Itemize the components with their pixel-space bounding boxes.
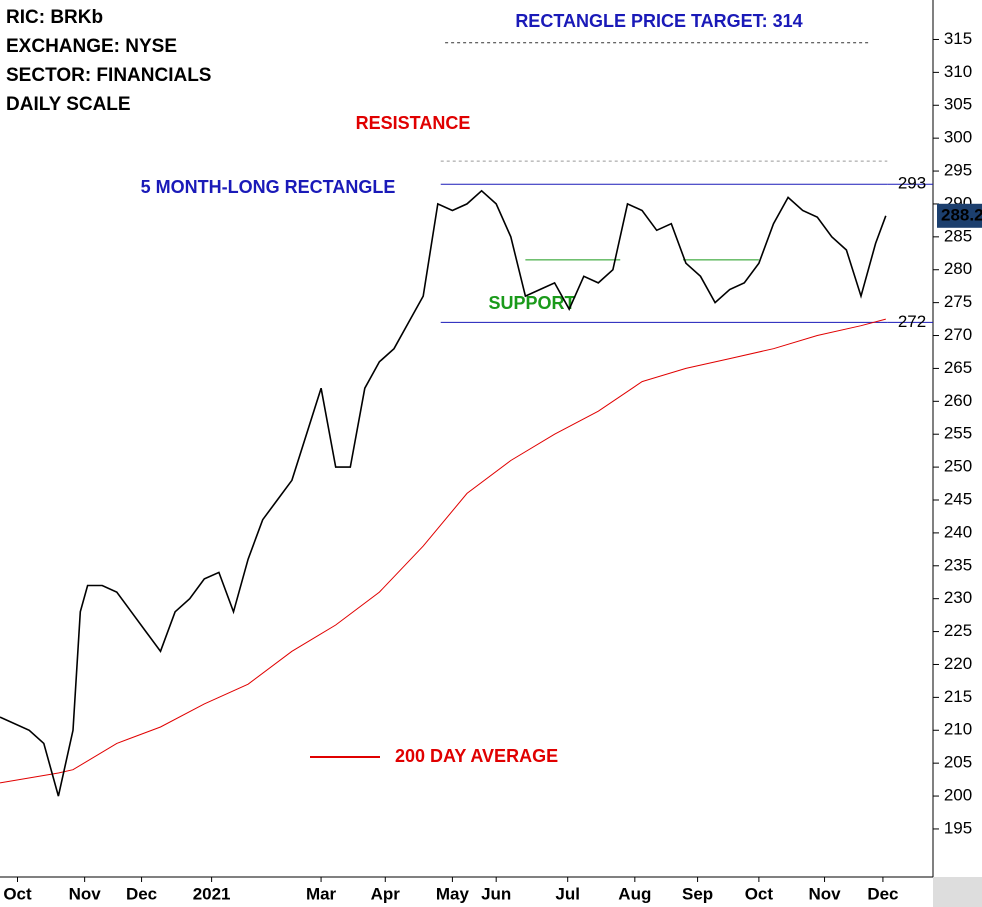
y-tick-label: 205 xyxy=(944,753,972,772)
y-tick-label: 270 xyxy=(944,325,972,344)
y-tick-label: 275 xyxy=(944,292,972,311)
y-tick-label: 220 xyxy=(944,654,972,673)
y-tick-label: 295 xyxy=(944,161,972,180)
y-tick-label: 210 xyxy=(944,720,972,739)
x-tick-label: Sep xyxy=(682,884,713,903)
y-tick-label: 230 xyxy=(944,588,972,607)
x-tick-label: Jul xyxy=(555,884,580,903)
level-label: 293 xyxy=(898,174,926,193)
y-tick-label: 260 xyxy=(944,391,972,410)
y-tick-label: 240 xyxy=(944,522,972,541)
corner xyxy=(933,877,982,907)
x-tick-label: Oct xyxy=(3,884,32,903)
x-tick-label: Aug xyxy=(618,884,651,903)
x-tick-label: Jun xyxy=(481,884,511,903)
header-line: DAILY SCALE xyxy=(6,94,131,115)
y-tick-label: 310 xyxy=(944,62,972,81)
last-price-badge xyxy=(937,203,982,228)
level-label: 272 xyxy=(898,312,926,331)
y-tick-label: 265 xyxy=(944,358,972,377)
y-tick-label: 245 xyxy=(944,489,972,508)
x-tick-label: Dec xyxy=(126,884,157,903)
x-tick-label: Nov xyxy=(69,884,102,903)
annotation: SUPPORT xyxy=(488,293,575,313)
x-tick-label: Dec xyxy=(867,884,898,903)
x-tick-label: Nov xyxy=(808,884,841,903)
y-tick-label: 300 xyxy=(944,128,972,147)
header-line: RIC: BRKb xyxy=(6,7,103,28)
y-tick-label: 315 xyxy=(944,29,972,48)
header-line: EXCHANGE: NYSE xyxy=(6,36,177,57)
moving-average xyxy=(0,318,886,784)
header-line: SECTOR: FINANCIALS xyxy=(6,65,211,86)
legend-label: 200 DAY AVERAGE xyxy=(395,746,558,766)
annotation: 5 MONTH-LONG RECTANGLE xyxy=(141,177,396,197)
annotation: RESISTANCE xyxy=(356,113,471,133)
y-tick-label: 285 xyxy=(944,226,972,245)
y-tick-label: 225 xyxy=(944,621,972,640)
x-tick-label: Oct xyxy=(745,884,774,903)
last-price-label: 288.2 xyxy=(941,205,982,224)
price-line xyxy=(0,189,887,797)
y-tick-label: 305 xyxy=(944,95,972,114)
x-tick-label: May xyxy=(436,884,470,903)
y-tick-label: 250 xyxy=(944,457,972,476)
x-tick-label: Mar xyxy=(306,884,337,903)
x-tick-label: Apr xyxy=(371,884,401,903)
annotation: RECTANGLE PRICE TARGET: 314 xyxy=(515,11,802,31)
y-tick-label: 215 xyxy=(944,687,972,706)
y-tick-label: 235 xyxy=(944,555,972,574)
y-tick-label: 200 xyxy=(944,786,972,805)
x-tick-label: 2021 xyxy=(193,884,231,903)
y-tick-label: 280 xyxy=(944,259,972,278)
y-tick-label: 255 xyxy=(944,424,972,443)
y-tick-label: 195 xyxy=(944,818,972,837)
